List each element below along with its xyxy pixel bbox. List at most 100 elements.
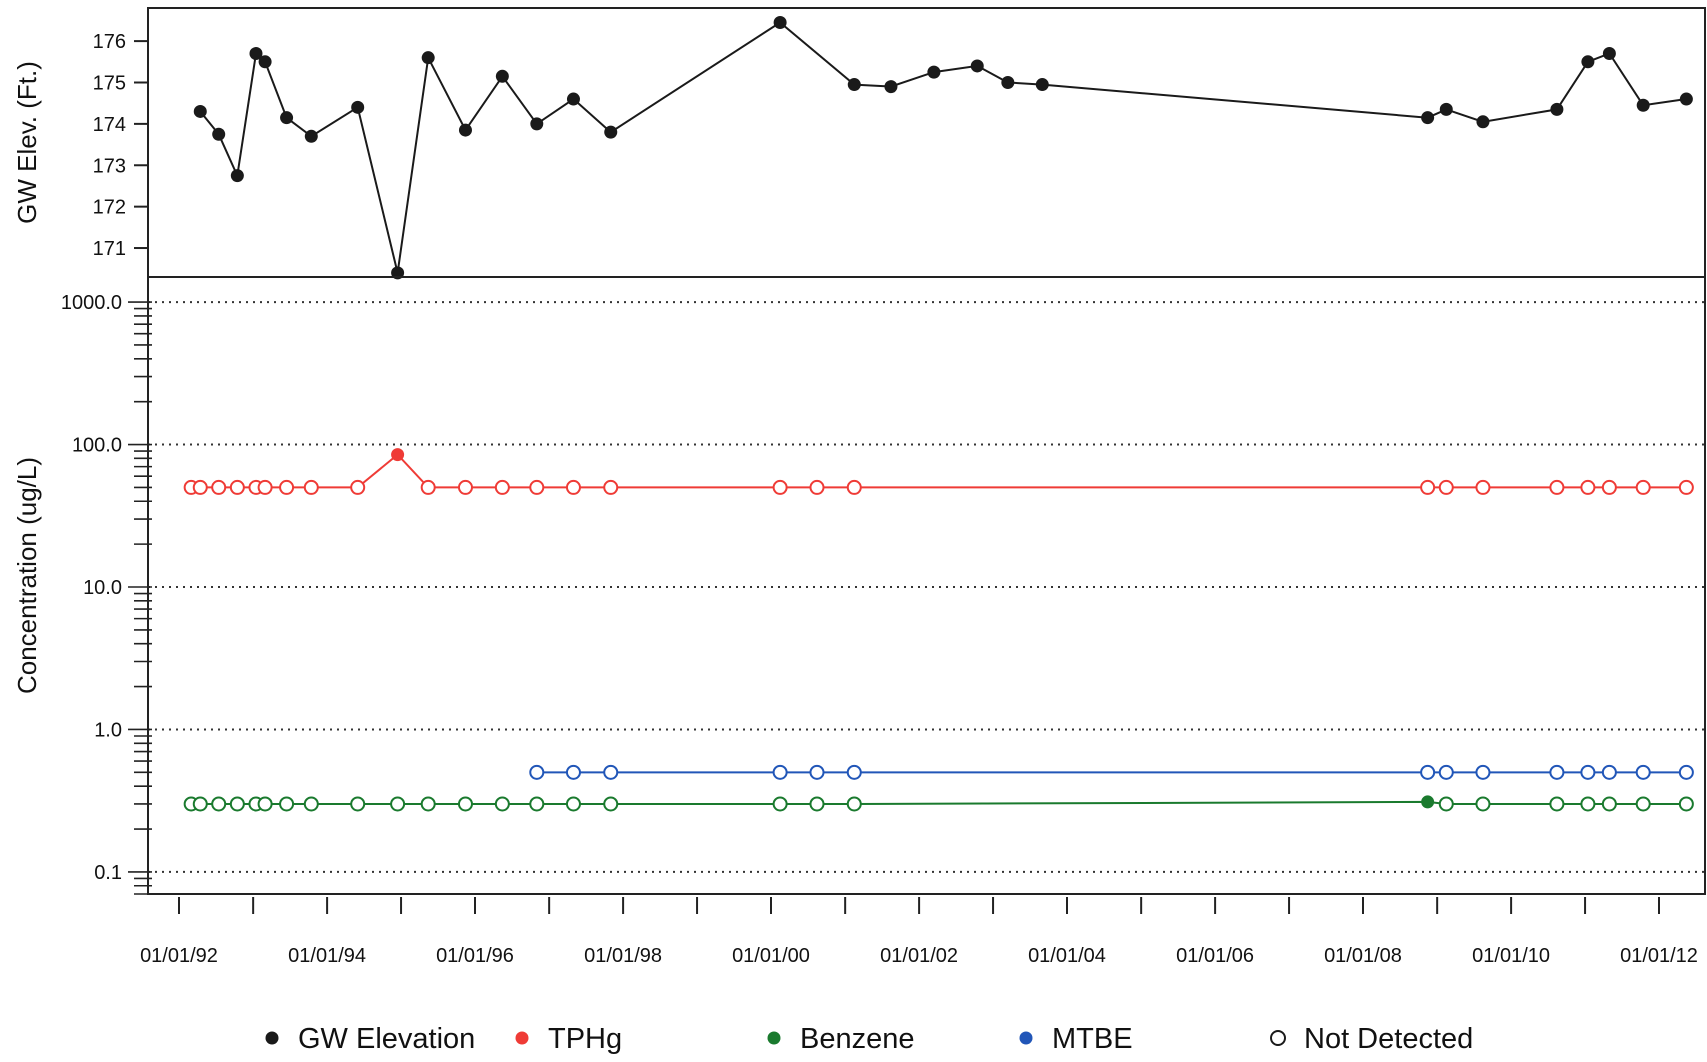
- legend-mtbe-filled-dot-icon: [1019, 1031, 1033, 1045]
- legend-mtbe-label: MTBE: [1052, 1023, 1133, 1055]
- benzene-not-detected-point: [1438, 796, 1454, 812]
- legend-not-detected-open-circle-icon: [1270, 1030, 1286, 1046]
- gw-elevation-point: [1001, 75, 1015, 89]
- gw-elevation-point: [773, 15, 787, 29]
- mtbe-not-detected-point: [1635, 764, 1651, 780]
- gw-y-axis-label: GW Elev. (Ft.): [12, 61, 42, 224]
- tphg-not-detected-point: [192, 479, 208, 495]
- tphg-not-detected-point: [420, 479, 436, 495]
- concentration-y-tick-label: 10.0: [83, 577, 122, 599]
- gw-elevation-point: [304, 129, 318, 143]
- benzene-not-detected-point: [809, 796, 825, 812]
- mtbe-not-detected-point: [772, 764, 788, 780]
- benzene-not-detected-point: [494, 796, 510, 812]
- gw-y-tick-label: 171: [93, 238, 126, 260]
- gw-elevation-point: [530, 117, 544, 131]
- concentration-panel-frame: [147, 276, 1706, 895]
- mtbe-not-detected-point: [1580, 764, 1596, 780]
- tphg-not-detected-point: [529, 479, 545, 495]
- concentration-y-tick-label: 100.0: [72, 435, 122, 457]
- mtbe-not-detected-point: [1438, 764, 1454, 780]
- gw-y-tick-label: 176: [93, 31, 126, 53]
- gw-y-tick-label: 172: [93, 197, 126, 219]
- concentration-y-tick-label: 0.1: [94, 862, 122, 884]
- benzene-detected-point: [1421, 795, 1435, 809]
- tphg-not-detected-point: [772, 479, 788, 495]
- x-tick-label: 01/01/10: [1472, 945, 1550, 967]
- tphg-not-detected-point: [1635, 479, 1651, 495]
- tphg-detected-point: [391, 448, 405, 462]
- benzene-not-detected-point: [1678, 796, 1694, 812]
- benzene-not-detected-point: [529, 796, 545, 812]
- gw-elevation-point: [884, 80, 898, 94]
- mtbe-not-detected-point: [1475, 764, 1491, 780]
- gw-elevation-point: [212, 127, 226, 141]
- benzene-not-detected-point: [1635, 796, 1651, 812]
- tphg-not-detected-point: [603, 479, 619, 495]
- benzene-not-detected-point: [229, 796, 245, 812]
- mtbe-not-detected-point: [529, 764, 545, 780]
- legend: GW Elevation TPHg Benzene MTBE Not Detected: [265, 1023, 1473, 1055]
- x-tick-label: 01/01/92: [140, 945, 218, 967]
- gw-elevation-point: [1581, 55, 1595, 69]
- gw-y-tick-label: 173: [93, 155, 126, 177]
- gw-elevation-point: [1421, 111, 1435, 125]
- x-tick-label: 01/01/12: [1620, 945, 1698, 967]
- tphg-not-detected-point: [257, 479, 273, 495]
- legend-tphg-label: TPHg: [548, 1023, 622, 1055]
- benzene-not-detected-point: [1601, 796, 1617, 812]
- benzene-not-detected-point: [1475, 796, 1491, 812]
- benzene-not-detected-point: [1580, 796, 1596, 812]
- gw-elevation-point: [604, 125, 618, 139]
- mtbe-not-detected-point: [1420, 764, 1436, 780]
- gw-elevation-point: [1550, 102, 1564, 116]
- benzene-not-detected-point: [1549, 796, 1565, 812]
- concentration-panel: 0.1 1.0 10.0 100.0 1000.0 Concentration (ug/L…: [12, 276, 1706, 895]
- gw-elevation-point: [458, 123, 472, 137]
- benzene-not-detected-point: [211, 796, 227, 812]
- gw-elevation-point: [495, 69, 509, 83]
- x-tick-label: 01/01/02: [880, 945, 958, 967]
- legend-tphg-filled-dot-icon: [515, 1031, 529, 1045]
- mtbe-not-detected-point: [1549, 764, 1565, 780]
- tphg-not-detected-point: [279, 479, 295, 495]
- x-tick-label: 01/01/00: [732, 945, 810, 967]
- x-tick-label: 01/01/98: [584, 945, 662, 967]
- mtbe-not-detected-point: [809, 764, 825, 780]
- legend-not-detected-label: Not Detected: [1304, 1023, 1473, 1055]
- tphg-not-detected-point: [1549, 479, 1565, 495]
- x-tick-label: 01/01/06: [1176, 945, 1254, 967]
- tphg-not-detected-point: [1438, 479, 1454, 495]
- tphg-not-detected-point: [211, 479, 227, 495]
- gw-elevation-point: [421, 51, 435, 65]
- gw-elevation-point: [927, 65, 941, 79]
- tphg-not-detected-point: [565, 479, 581, 495]
- tphg-not-detected-point: [457, 479, 473, 495]
- gw-elevation-point: [351, 100, 365, 114]
- mtbe-not-detected-point: [565, 764, 581, 780]
- tphg-not-detected-point: [1580, 479, 1596, 495]
- x-tick-label: 01/01/96: [436, 945, 514, 967]
- x-tick-label: 01/01/08: [1324, 945, 1402, 967]
- gw-elevation-point: [230, 169, 244, 183]
- benzene-not-detected-point: [390, 796, 406, 812]
- concentration-y-tick-label: 1000.0: [61, 292, 122, 314]
- legend-benzene-filled-dot-icon: [767, 1031, 781, 1045]
- benzene-not-detected-point: [303, 796, 319, 812]
- mtbe-not-detected-point: [846, 764, 862, 780]
- gw-elevation-point: [566, 92, 580, 106]
- gw-elevation-point: [847, 78, 861, 92]
- legend-benzene-label: Benzene: [800, 1023, 915, 1055]
- benzene-not-detected-point: [350, 796, 366, 812]
- tphg-not-detected-point: [303, 479, 319, 495]
- gw-elevation-point: [193, 104, 207, 118]
- gw-y-tick-label: 175: [93, 72, 126, 94]
- benzene-not-detected-point: [457, 796, 473, 812]
- benzene-not-detected-point: [420, 796, 436, 812]
- x-tick-label: 01/01/94: [288, 945, 366, 967]
- gw-elevation-panel: 171 172 173 174 175 176 GW Elev. (Ft.): [12, 7, 1706, 280]
- benzene-not-detected-point: [565, 796, 581, 812]
- legend-gw-elevation-filled-dot-icon: [265, 1031, 279, 1045]
- gw-elevation-point: [1476, 115, 1490, 129]
